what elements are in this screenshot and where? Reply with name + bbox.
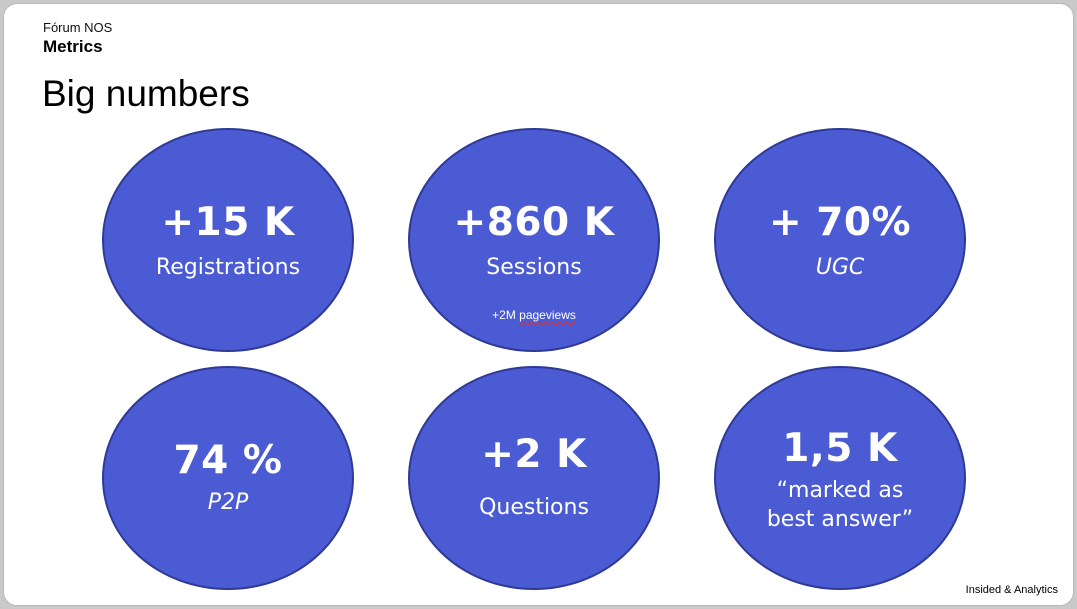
metric-label-line2: best answer”: [766, 507, 914, 532]
metric-value: 74 %: [173, 438, 283, 483]
metric-note-prefix: +2M: [492, 308, 520, 322]
metric-value: +2 K: [481, 432, 587, 477]
metric-value: +860 K: [453, 200, 615, 245]
metric-label-line1: “marked as: [776, 478, 904, 503]
section-title: Metrics: [43, 37, 103, 56]
metric-registrations: +15 K Registrations: [102, 128, 354, 352]
footer-source: Insided & Analytics: [965, 584, 1058, 596]
metric-value: 1,5 K: [782, 426, 898, 471]
slide: Fórum NOS Metrics Big numbers +15 K Regi…: [3, 3, 1074, 606]
metric-value: + 70%: [768, 200, 912, 245]
metric-value: +15 K: [161, 200, 295, 245]
kicker-text: Fórum NOS: [43, 20, 113, 35]
metric-ugc: + 70% UGC: [714, 128, 966, 352]
metric-best-answers: 1,5 K “marked as best answer”: [714, 366, 966, 590]
metric-label: Questions: [479, 495, 589, 520]
metric-label: Registrations: [155, 255, 301, 280]
metric-questions: +2 K Questions: [408, 366, 660, 590]
metric-note: +2M pageviews: [410, 308, 658, 322]
metric-sessions: +860 K Sessions +2M pageviews: [408, 128, 660, 352]
metric-label: P2P: [207, 490, 249, 515]
metric-label: Sessions: [486, 255, 582, 280]
metric-label: UGC: [815, 255, 865, 280]
metric-note-word: pageviews: [519, 308, 576, 322]
metric-p2p: 74 % P2P: [102, 366, 354, 590]
page-title: Big numbers: [42, 73, 250, 114]
